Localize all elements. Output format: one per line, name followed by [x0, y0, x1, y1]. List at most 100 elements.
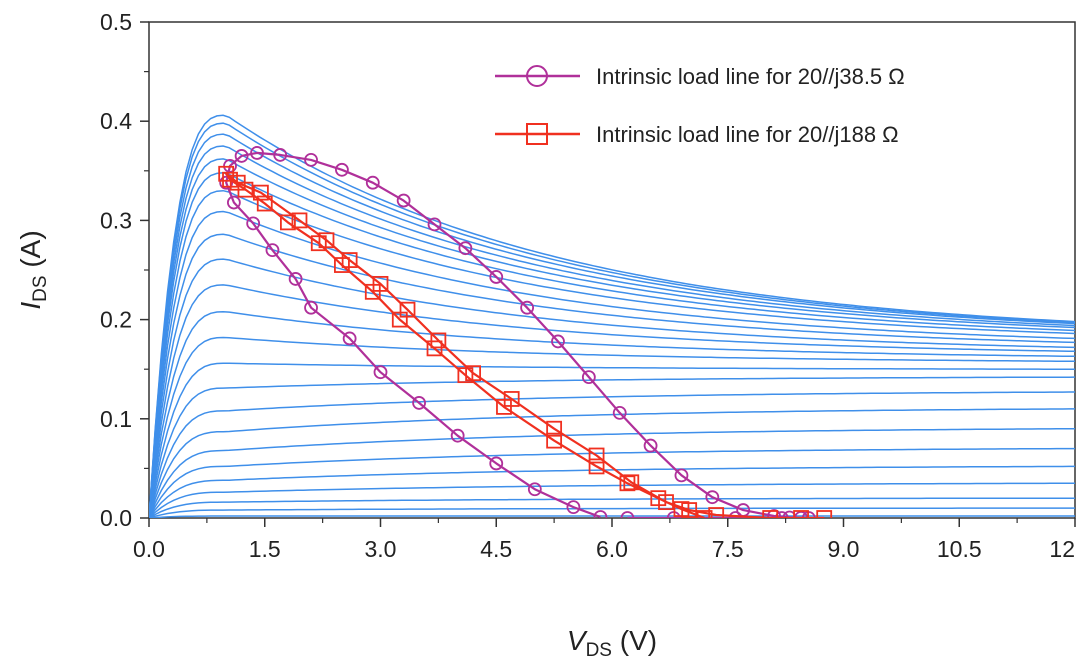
- load-line-marker: [816, 510, 833, 518]
- x-tick-label: 12: [1049, 536, 1075, 562]
- load-line-marker: [229, 174, 246, 191]
- load-line-marker: [279, 214, 296, 231]
- y-tick-label: 0.1: [100, 406, 132, 432]
- legend-label-38-5: Intrinsic load line for 20//j38.5 Ω: [596, 64, 905, 89]
- iv-curve: [149, 336, 1075, 518]
- load-line-marker: [566, 500, 581, 514]
- load-line-marker: [304, 300, 318, 315]
- y-tick-label: 0.3: [100, 207, 132, 233]
- load-line-marker: [430, 332, 447, 349]
- legend-marker-188: [526, 123, 548, 145]
- x-axis-title: VDS (V): [567, 625, 657, 661]
- iv-curve: [149, 465, 1075, 518]
- load-line-marker: [643, 438, 658, 453]
- x-axis-title-sub: DS: [586, 640, 612, 661]
- load-line-marker: [450, 428, 465, 443]
- load-line-marker: [588, 447, 605, 464]
- x-tick-label: 9.0: [828, 536, 860, 562]
- iv-curve: [149, 447, 1075, 518]
- load-line-marker: [426, 340, 443, 357]
- iv-curve: [149, 376, 1075, 518]
- y-tick-labels: 0.0 0.1 0.2 0.3 0.4 0.5: [100, 9, 132, 531]
- load-line-marker: [218, 165, 235, 182]
- iv-curve: [149, 427, 1075, 518]
- load-line-marker: [256, 195, 273, 212]
- y-axis-title-main: I: [15, 302, 46, 310]
- load-line-marker: [503, 391, 520, 407]
- load-line-marker: [612, 405, 627, 420]
- iv-curve: [149, 122, 1075, 518]
- iv-curve: [149, 497, 1075, 518]
- load-line-marker: [458, 241, 473, 256]
- iv-curve: [149, 172, 1075, 518]
- load-line-marker: [246, 216, 261, 231]
- load-line-marker: [373, 365, 388, 380]
- load-line-marker: [304, 152, 318, 167]
- y-tick-label: 0.5: [100, 9, 132, 35]
- load-line-marker: [234, 149, 249, 163]
- load-line-marker: [581, 370, 596, 385]
- legend-label-188: Intrinsic load line for 20//j188 Ω: [596, 122, 899, 147]
- load-line-marker: [793, 510, 809, 518]
- load-line-marker: [762, 510, 779, 518]
- load-line-marker: [705, 490, 720, 505]
- iv-curve: [149, 391, 1075, 518]
- load-line-marker: [465, 365, 482, 382]
- x-axis-title-main: V: [567, 625, 588, 656]
- iv-curve: [149, 233, 1075, 518]
- load-line-marker: [658, 494, 674, 511]
- load-line-marker: [318, 232, 335, 249]
- load-line-marker: [708, 507, 725, 518]
- x-tick-label: 0.0: [133, 536, 165, 562]
- load-line-marker: [620, 511, 635, 518]
- load-line-marker: [396, 193, 411, 208]
- load-line-marker: [219, 175, 234, 190]
- iv-curve: [149, 210, 1075, 518]
- load-line-marker: [412, 396, 426, 410]
- load-line-marker: [767, 509, 781, 518]
- iv-curve: [149, 362, 1075, 518]
- load-line-marker: [226, 195, 241, 210]
- legend-item-188: Intrinsic load line for 20//j188 Ω: [495, 122, 899, 147]
- load-line-marker: [250, 146, 264, 160]
- load-line-marker: [527, 482, 542, 497]
- legend-item-38-5: Intrinsic load line for 20//j38.5 Ω: [495, 64, 905, 89]
- load-line-marker: [546, 432, 563, 449]
- load-line-marker: [342, 331, 357, 346]
- axis-ticks: [140, 21, 1076, 527]
- x-tick-label: 3.0: [365, 536, 397, 562]
- load-line-marker: [593, 510, 608, 518]
- y-axis-title: IDS (A): [15, 230, 51, 309]
- load-line-marker: [674, 468, 689, 483]
- load-line-marker: [728, 511, 743, 518]
- load-line-marker: [774, 511, 789, 518]
- x-tick-label: 1.5: [249, 536, 281, 562]
- load-line-marker: [588, 458, 605, 475]
- load-line-marker: [288, 272, 303, 286]
- load-line-marker: [489, 456, 504, 471]
- iv-curve: [149, 482, 1075, 518]
- load-line-marker: [372, 275, 389, 292]
- iv-curve: [149, 158, 1075, 518]
- legend: Intrinsic load line for 20//j38.5 Ω Intr…: [495, 64, 905, 147]
- load-line-marker: [252, 184, 269, 201]
- load-line-marker: [365, 175, 380, 190]
- x-axis-title-unit: (V): [612, 625, 657, 656]
- load-line-marker: [696, 510, 713, 518]
- y-tick-label: 0.0: [100, 505, 132, 531]
- iv-curve: [149, 145, 1075, 518]
- iv-curve: [149, 310, 1075, 518]
- load-line-marker: [551, 334, 565, 349]
- load-line-marker: [619, 475, 636, 492]
- load-line-marker: [427, 217, 442, 232]
- x-tick-labels: 0.0 1.5 3.0 4.5 6.0 7.5 9.0 10.5 12: [133, 536, 1075, 562]
- iv-curve: [149, 408, 1075, 518]
- load-line-marker: [520, 300, 535, 315]
- load-line-marker: [273, 148, 288, 162]
- iv-curve: [149, 507, 1075, 518]
- load-line-marker: [623, 474, 640, 491]
- y-axis-title-unit: (A): [15, 230, 46, 275]
- x-tick-label: 7.5: [712, 536, 744, 562]
- iv-curve: [149, 515, 1075, 518]
